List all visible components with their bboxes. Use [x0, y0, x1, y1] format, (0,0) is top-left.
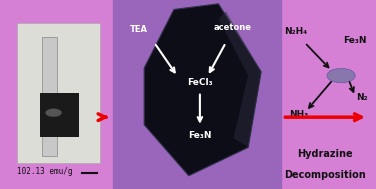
Polygon shape — [218, 11, 261, 147]
Bar — [113, 0, 280, 189]
Polygon shape — [144, 4, 261, 176]
Text: acetone: acetone — [213, 23, 251, 32]
Text: N₂: N₂ — [356, 93, 367, 102]
Bar — [17, 23, 100, 163]
Circle shape — [45, 109, 62, 117]
Text: 102.13 emu/g: 102.13 emu/g — [17, 167, 72, 176]
Text: NH₃: NH₃ — [289, 110, 308, 119]
Text: FeCl₃: FeCl₃ — [187, 78, 213, 87]
Text: Fe₃N: Fe₃N — [343, 36, 367, 46]
Text: Fe₃N: Fe₃N — [188, 131, 212, 140]
Text: Decomposition: Decomposition — [284, 170, 366, 180]
Text: TEA: TEA — [130, 25, 148, 34]
Bar — [40, 93, 79, 137]
Bar — [42, 37, 57, 156]
Text: N₂H₄: N₂H₄ — [284, 27, 307, 36]
Circle shape — [327, 68, 355, 83]
Text: Hydrazine: Hydrazine — [297, 149, 353, 159]
